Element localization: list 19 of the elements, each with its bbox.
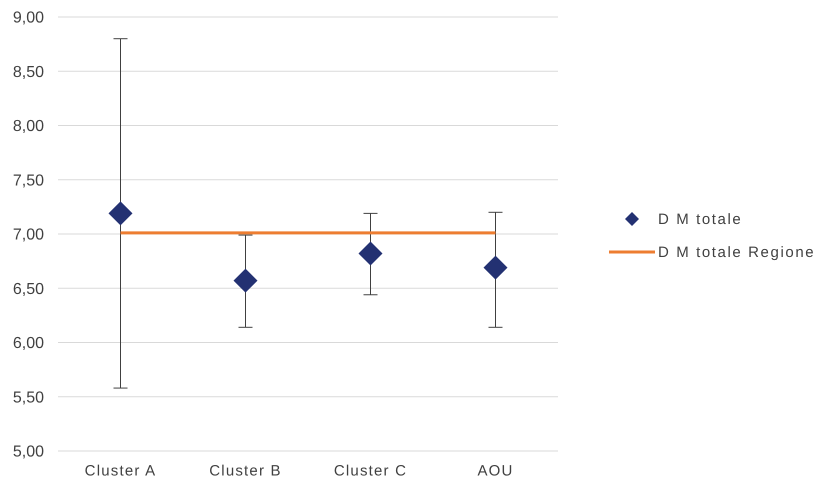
point bbox=[484, 256, 508, 280]
legend-label: D M totale Regione bbox=[658, 244, 816, 260]
y-tick-label: 7,50 bbox=[12, 172, 44, 190]
x-tick-label: Cluster B bbox=[209, 462, 282, 480]
legend-label: D M totale bbox=[658, 210, 742, 228]
y-tick-label: 8,00 bbox=[12, 118, 44, 136]
y-tick-label: 5,00 bbox=[12, 444, 44, 461]
y-tick-label: 8,50 bbox=[12, 64, 44, 81]
point bbox=[358, 242, 382, 266]
y-tick-label: 5,50 bbox=[12, 389, 44, 406]
y-tick-label: 9,00 bbox=[12, 10, 44, 27]
point bbox=[108, 201, 132, 226]
y-tick-label: 7,00 bbox=[12, 226, 44, 244]
x-tick-label: Cluster A bbox=[84, 462, 156, 480]
y-tick-label: 6,00 bbox=[12, 335, 44, 352]
point bbox=[234, 268, 258, 293]
x-tick-label: Cluster C bbox=[334, 462, 408, 480]
y-tick-label: 6,50 bbox=[12, 280, 44, 298]
x-tick-label: AOU bbox=[477, 462, 514, 480]
